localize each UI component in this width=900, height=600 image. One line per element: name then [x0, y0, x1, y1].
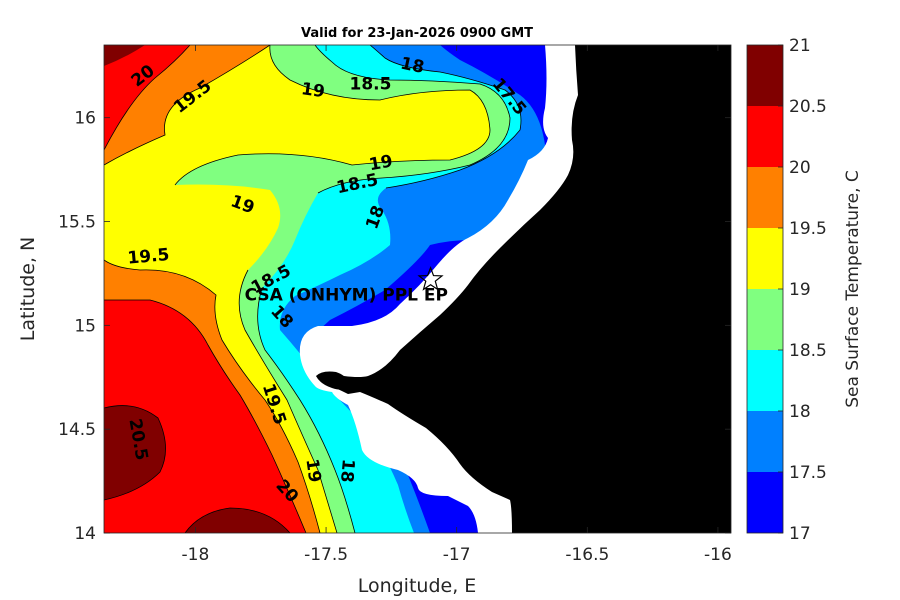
contour-label: 19	[300, 79, 326, 102]
colorbar-tick-label: 19	[789, 280, 811, 300]
contour-line-19.5	[104, 45, 271, 166]
x-tick-label: -18	[182, 545, 210, 565]
colorbar-tick-label: 18	[789, 402, 811, 422]
colorbar: 17 17.5 18 18.5 19 19.5 20 20.5 21	[746, 36, 827, 544]
x-tick-label: -16.5	[565, 545, 609, 565]
site-label: CSA (ONHYM) PPL EP	[245, 286, 448, 306]
contour-line-20.5-south	[184, 507, 291, 533]
x-tick-label: -17.5	[304, 545, 348, 565]
colorbar-segment	[747, 106, 783, 167]
y-tick-label: 14	[74, 524, 96, 544]
colorbar-segment	[747, 228, 783, 289]
sst-map: 20 19.5 19 18.51817.51918.5181919.518.51819…	[104, 45, 731, 533]
contour-label: 19	[301, 458, 324, 484]
site-markers: CSA (ONHYM) PPL EP	[245, 265, 448, 306]
contour-label: 18	[399, 54, 426, 78]
colorbar-tick-label: 21	[789, 36, 811, 56]
contour-line-18.5-south	[238, 269, 338, 533]
chart-title: Valid for 23-Jan-2026 0900 GMT	[301, 26, 533, 41]
y-tick-label: 15.5	[58, 213, 96, 233]
contour-line-20	[104, 45, 191, 151]
x-tick-label: -17	[443, 545, 471, 565]
colorbar-label: Sea Surface Temperature, C	[843, 170, 863, 408]
colorbar-tick-label: 20.5	[789, 97, 827, 117]
contour-line-19.5-south	[104, 299, 307, 533]
colorbar-segment	[747, 167, 783, 228]
x-tick-label: -16	[704, 545, 732, 565]
colorbar-tick-label: 20	[789, 158, 811, 178]
site-star-marker	[417, 265, 444, 291]
x-axis: -18 -17.5 -17 -16.5 -16	[182, 45, 732, 565]
cape-verde-peninsula	[316, 371, 350, 390]
land-mass	[316, 45, 731, 533]
colorbar-segment	[747, 45, 783, 106]
x-axis-label: Longitude, E	[358, 575, 477, 597]
contour-line-18-south	[257, 287, 356, 533]
y-axis-label: Latitude, N	[17, 237, 39, 342]
y-tick-label: 15	[74, 316, 96, 336]
contour-line-20.5-west	[104, 405, 166, 501]
contour-label: 18.5	[349, 74, 391, 94]
contour-label: 19	[368, 151, 395, 175]
colorbar-tick-label: 19.5	[789, 219, 827, 239]
colorbar-segment	[747, 350, 783, 411]
y-axis: 14 14.5 15 15.5 16	[58, 109, 731, 544]
colorbar-tick-label: 17.5	[789, 463, 827, 483]
sst-band-20.5-21-west	[104, 405, 166, 500]
y-tick-label: 16	[74, 109, 96, 129]
contour-label: 19.5	[127, 245, 171, 269]
colorbar-segment	[747, 411, 783, 472]
colorbar-segment	[747, 472, 783, 533]
contour-lines	[104, 45, 522, 533]
map-frame	[103, 44, 732, 534]
contour-line-19-south	[104, 259, 321, 533]
contour-line-18	[369, 45, 522, 189]
contour-line-19	[174, 45, 491, 186]
colorbar-tick-label: 18.5	[789, 341, 827, 361]
sst-band-20.5-21-north	[104, 45, 145, 66]
y-tick-label: 14.5	[58, 420, 96, 440]
contour-label: 18	[336, 458, 358, 483]
contour-line-18.5	[314, 45, 511, 194]
colorbar-tick-label: 17	[789, 524, 811, 544]
colorbar-segment	[747, 289, 783, 350]
